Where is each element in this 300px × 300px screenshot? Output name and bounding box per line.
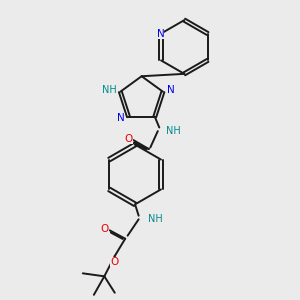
Text: NH: NH xyxy=(166,126,181,136)
Text: O: O xyxy=(125,134,133,144)
Text: O: O xyxy=(101,224,109,234)
Text: N: N xyxy=(117,113,125,123)
Text: N: N xyxy=(167,85,174,95)
Text: NH: NH xyxy=(102,85,117,95)
Text: O: O xyxy=(110,257,118,267)
Text: NH: NH xyxy=(148,214,162,224)
Text: N: N xyxy=(157,28,164,38)
